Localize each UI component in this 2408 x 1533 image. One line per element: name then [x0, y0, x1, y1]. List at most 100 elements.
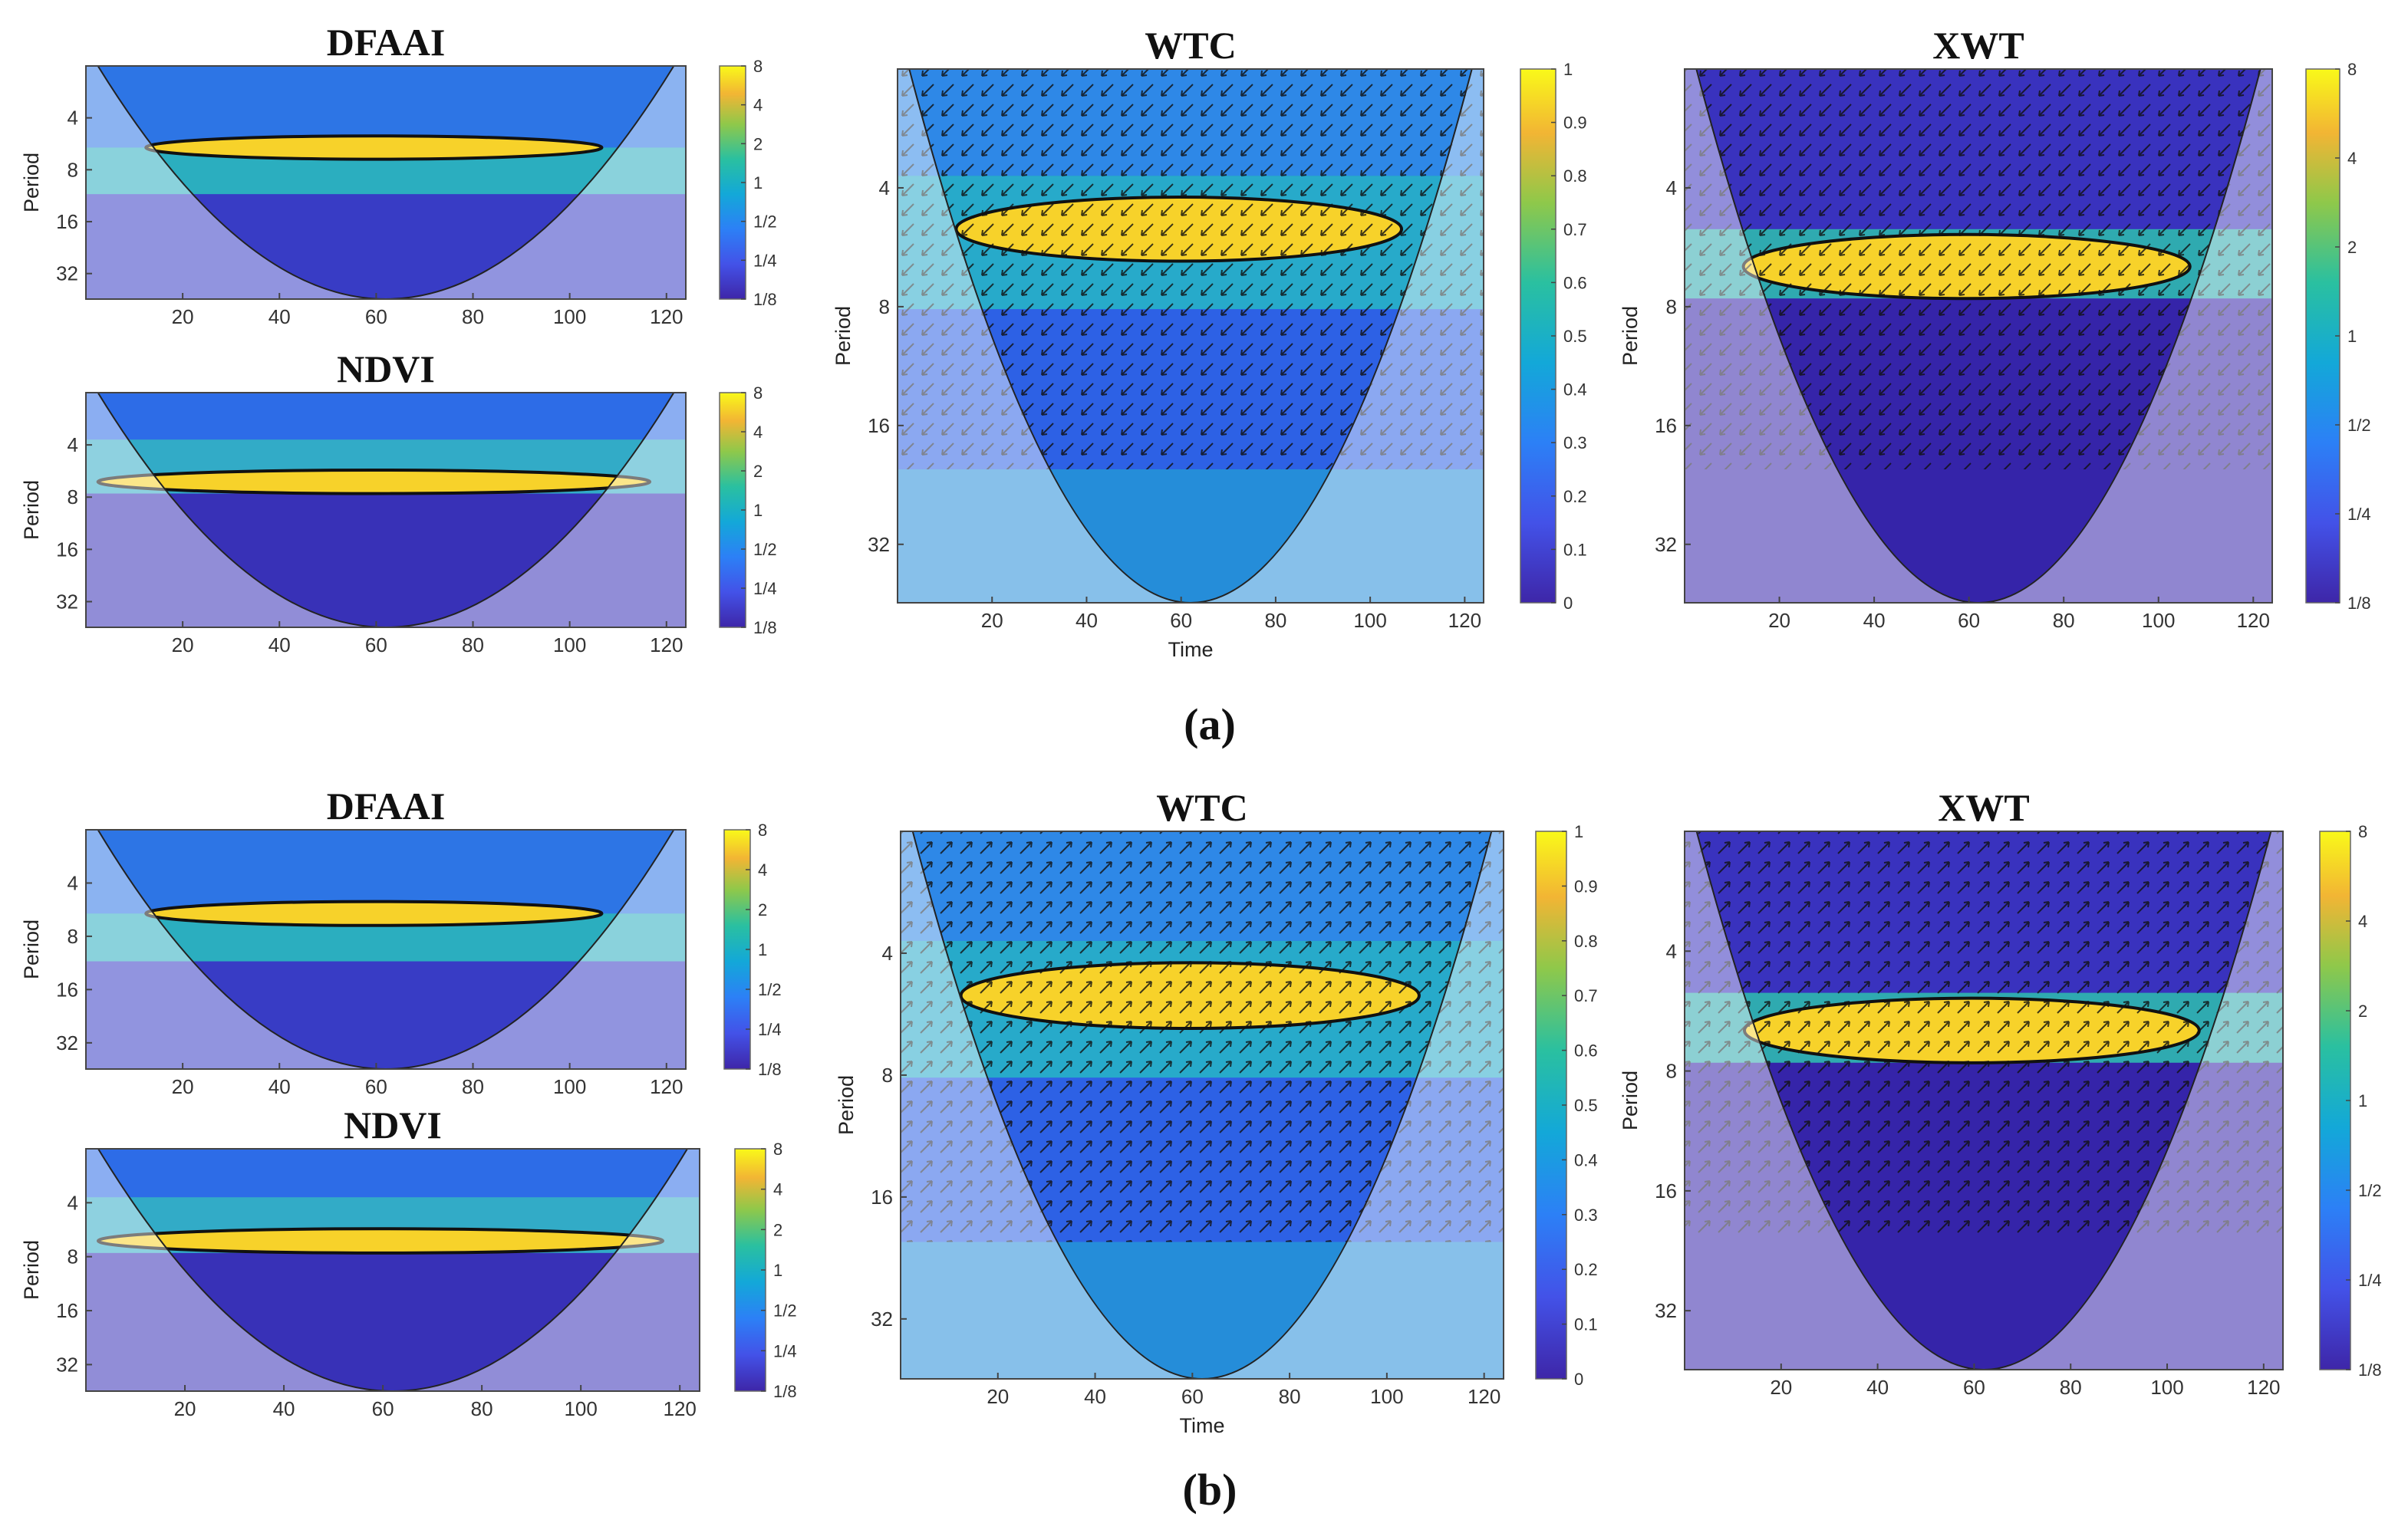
x-tick-label: 40	[268, 633, 291, 656]
colorbar	[2305, 68, 2340, 604]
colorbar-tick-label: 1	[753, 501, 763, 520]
colorbar-tick-label: 0.3	[1574, 1206, 1598, 1225]
colorbar-tick-label: 1/4	[753, 579, 777, 598]
colorbar-tick-label: 1/4	[773, 1341, 797, 1360]
cone-of-influence-shade	[86, 393, 686, 627]
panel-title: WTC	[1145, 24, 1236, 67]
colorbar-tick-label: 1/4	[753, 251, 777, 270]
x-tick-label: 40	[268, 1075, 291, 1098]
y-axis-label: Period	[20, 1240, 43, 1300]
y-axis-label: Period	[20, 480, 43, 540]
x-tick-label: 100	[553, 633, 586, 656]
colorbar-tick-label: 0.6	[1574, 1041, 1598, 1061]
y-tick-label: 16	[868, 414, 890, 437]
x-axis-label: Time	[1180, 1414, 1225, 1437]
plot-area	[1685, 831, 2283, 1370]
x-tick-label: 40	[1076, 609, 1098, 632]
heatmap-band	[898, 469, 1484, 603]
x-tick-label: 60	[365, 633, 387, 656]
cone-of-influence-shade	[1685, 69, 2272, 603]
colorbar-tick-label: 2	[773, 1220, 782, 1239]
y-tick-label: 32	[1655, 1299, 1677, 1322]
heatmap-band	[86, 830, 686, 914]
x-tick-label: 40	[268, 305, 291, 328]
x-tick-label: 100	[1370, 1385, 1403, 1408]
phase-arrows	[1685, 831, 2283, 1235]
plot-area	[86, 66, 686, 299]
colorbar-tick-label: 0.5	[1563, 327, 1587, 346]
panel-title: DFAAI	[327, 785, 446, 827]
y-tick-label: 8	[882, 1064, 893, 1087]
colorbar-tick-label: 0.7	[1563, 220, 1587, 239]
panel-a-xwt: XWT 20 40 60 80 100 120 4 8 16 32 Period 8 4 2 1 1/2 1/4 1…	[1619, 24, 2371, 632]
x-tick-label: 20	[172, 305, 194, 328]
caption-b: (b)	[1183, 1465, 1237, 1515]
x-tick-label: 60	[1170, 609, 1192, 632]
colorbar-tick-label: 1/2	[773, 1301, 797, 1321]
axes-frame	[85, 829, 687, 1070]
colorbar-tick-label: 4	[758, 860, 767, 880]
colorbar-tick-label: 0.7	[1574, 986, 1598, 1005]
y-axis-label: Period	[20, 153, 43, 212]
y-tick-label: 16	[1655, 1179, 1677, 1202]
colorbar-tick-label: 0.4	[1563, 380, 1587, 400]
colorbar-tick-label: 0.1	[1563, 540, 1587, 559]
y-tick-label: 4	[879, 176, 890, 199]
colorbar-tick-label: 1/8	[2347, 594, 2371, 613]
colorbar-tick-label: 0.8	[1574, 932, 1598, 951]
colorbar-tick-label: 1/2	[753, 212, 777, 232]
colorbar-tick-label: 0.9	[1563, 113, 1587, 133]
colorbar-tick-label: 8	[773, 1140, 782, 1159]
heatmap-band	[86, 493, 686, 627]
x-tick-label: 80	[462, 305, 484, 328]
colorbar-tick-label: 2	[2358, 1002, 2367, 1021]
colorbar	[1520, 68, 1556, 604]
panel-title: WTC	[1156, 786, 1247, 829]
phase-arrows	[1685, 69, 2272, 469]
x-tick-label: 60	[365, 305, 387, 328]
y-tick-label: 4	[1666, 939, 1677, 962]
x-tick-label: 20	[1768, 609, 1790, 632]
y-tick-label: 32	[56, 1353, 78, 1376]
panel-b-dfaai: DFAAI 20 40 60 80 100 120 4 8 16 32 Period 8 4 2 1 1/2 1/…	[20, 785, 782, 1098]
x-axis-label: Time	[1168, 638, 1214, 661]
axes-frame	[897, 68, 1484, 604]
x-tick-label: 120	[2237, 609, 2270, 632]
colorbar-tick-label: 1/2	[2347, 416, 2371, 435]
x-tick-label: 20	[172, 633, 194, 656]
colorbar-tick-label: 1	[1574, 822, 1583, 841]
colorbar-tick-label: 0	[1563, 594, 1573, 613]
y-tick-label: 8	[1666, 295, 1677, 318]
colorbar-tick-label: 4	[753, 96, 763, 115]
colorbar-tick-label: 1/4	[2358, 1271, 2382, 1290]
y-tick-label: 32	[56, 262, 78, 285]
colorbar	[1535, 831, 1567, 1380]
x-tick-label: 80	[2060, 1376, 2082, 1399]
panel-title: NDVI	[337, 347, 435, 390]
panel-title: DFAAI	[327, 21, 446, 64]
x-tick-label: 80	[1264, 609, 1286, 632]
cone-of-influence-line	[911, 831, 1493, 1379]
x-tick-label: 80	[1279, 1385, 1301, 1408]
x-tick-label: 40	[1863, 609, 1886, 632]
x-tick-label: 80	[2053, 609, 2075, 632]
panel-b-xwt: XWT 20 40 60 80 100 120 4 8 16 32 Period 8 4 2 1 1/2 1/4 1…	[1619, 786, 2382, 1399]
panel-title: NDVI	[344, 1104, 442, 1146]
colorbar-tick-label: 4	[773, 1180, 782, 1199]
y-tick-label: 8	[68, 925, 78, 948]
heatmap-band	[86, 961, 686, 1069]
colorbar-tick-label: 8	[753, 57, 763, 76]
colorbar-tick-label: 1/2	[2358, 1181, 2382, 1200]
x-tick-label: 120	[650, 633, 683, 656]
colorbar-tick-label: 0.2	[1563, 487, 1587, 506]
heatmap-band	[86, 1252, 700, 1391]
heatmap-band	[901, 1242, 1504, 1379]
colorbar-tick-label: 1/4	[758, 1020, 782, 1039]
panel-a-wtc: WTC 20 40 60 80 100 120 4 8 16 32 Period Time 1 0.9 0.8…	[832, 24, 1587, 661]
x-tick-label: 120	[650, 1075, 683, 1098]
x-tick-label: 20	[987, 1385, 1009, 1408]
x-tick-label: 120	[1448, 609, 1481, 632]
cone-of-influence-line	[97, 1149, 688, 1391]
x-tick-label: 100	[553, 305, 586, 328]
